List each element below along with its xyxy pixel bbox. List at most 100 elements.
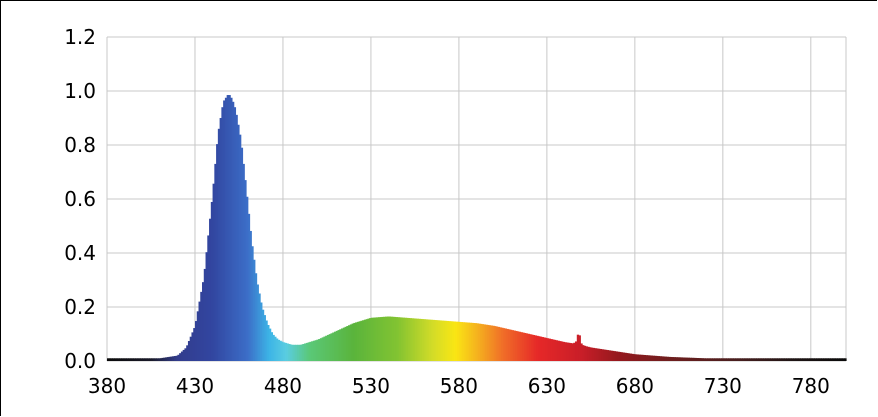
spectrum-bar (323, 336, 326, 361)
spectrum-bar (531, 334, 534, 361)
spectrum-bar (782, 358, 786, 361)
spectrum-bar (750, 358, 754, 361)
spectrum-bar (216, 144, 219, 361)
spectrum-bar (524, 332, 527, 361)
spectrum-bar (260, 302, 263, 361)
spectrum-bar (258, 293, 261, 361)
spectrum-bar (696, 358, 699, 361)
spectrum-bar (339, 329, 342, 361)
spectrum-bar (791, 358, 794, 361)
spectrum-bar (837, 358, 840, 361)
spectrum-bar (509, 329, 513, 361)
spectrum-bar (634, 354, 638, 361)
spectrum-bar (377, 317, 381, 361)
spectrum-bar (233, 107, 237, 361)
spectrum-bar (274, 336, 277, 361)
spectrum-bar (110, 358, 113, 361)
spectrum-bar (599, 348, 603, 361)
spectrum-bar (707, 358, 710, 361)
spectrum-bar (316, 339, 319, 361)
spectrum-bar (504, 328, 508, 361)
spectrum-bar (575, 341, 578, 361)
spectrum-bar (418, 318, 421, 361)
spectrum-bar (478, 323, 481, 361)
spectrum-bar (242, 163, 245, 361)
spectrum-bar (416, 318, 420, 361)
spectrum-bar (824, 358, 828, 361)
spectrum-bar (754, 358, 757, 361)
spectrum-bar (353, 322, 356, 361)
spectrum-bar (490, 325, 493, 361)
spectrum-bar (388, 316, 391, 361)
spectrum-bar (209, 218, 212, 361)
spectrum-bar (807, 358, 810, 361)
spectrum-bar (439, 320, 442, 361)
spectrum-bar (437, 320, 441, 361)
spectrum-bar (699, 358, 703, 361)
spectrum-bar (842, 358, 845, 361)
spectrum-bar (826, 358, 830, 361)
spectrum-bar (520, 332, 523, 361)
spectrum-bar (710, 358, 713, 361)
spectrum-bar (304, 343, 307, 361)
x-tick-label: 480 (264, 374, 302, 398)
spectrum-bar (358, 321, 361, 361)
spectrum-bar (830, 358, 833, 361)
spectrum-bar (226, 95, 230, 362)
spectrum-bar (627, 353, 631, 361)
spectrum-bar (838, 358, 842, 361)
spectrum-bar (152, 358, 156, 361)
spectrum-bar (247, 213, 251, 361)
spectrum-bar (224, 97, 228, 361)
spectrum-bar (684, 357, 687, 361)
spectrum-bar (712, 358, 715, 361)
spectrum-bar (497, 326, 500, 361)
spectrum-bar (604, 349, 608, 361)
spectrum-bar (460, 322, 464, 361)
spectrum-bar (816, 358, 819, 361)
spectrum-bar (560, 341, 564, 361)
spectrum-bar (295, 344, 298, 361)
spectrum-bar (494, 326, 497, 361)
spectrum-bar (369, 318, 372, 361)
spectrum-bar (742, 358, 745, 361)
spectrum-bar (670, 356, 673, 361)
spectrum-bar (200, 291, 203, 361)
spectrum-bar (663, 356, 666, 361)
spectrum-bar (719, 358, 722, 361)
spectrum-bar (812, 358, 815, 361)
spectrum-bar (302, 343, 305, 361)
spectrum-bar (534, 335, 537, 361)
spectrum-bar (168, 356, 171, 361)
spectrum-bar (194, 321, 198, 361)
spectrum-bar (821, 358, 824, 361)
spectrum-bar (161, 357, 164, 361)
x-tick-label: 380 (88, 374, 126, 398)
spectrum-bar (240, 147, 244, 361)
spectrum-bar (620, 352, 624, 361)
spectrum-bar (261, 309, 265, 361)
spectrum-bar (553, 339, 557, 361)
spectrum-bar (759, 358, 763, 361)
spectrum-bar (691, 357, 694, 361)
spectrum-bar (268, 328, 272, 361)
spectrum-bar (443, 320, 446, 361)
spectrum-bar (427, 319, 430, 361)
spectrum-bar (661, 356, 664, 361)
spectrum-bar (805, 358, 808, 361)
spectrum-bar (576, 334, 580, 361)
spectrum-bar (237, 124, 240, 361)
spectrum-bar (325, 335, 328, 361)
spectrum-bar (597, 348, 601, 361)
spectrum-bar (508, 329, 511, 361)
spectrum-bar (608, 350, 611, 361)
spectrum-bar (638, 354, 641, 361)
spectrum-bar (802, 358, 805, 361)
spectrum-bar (541, 337, 544, 361)
spectrum-bar (448, 321, 451, 361)
spectrum-bar (158, 358, 161, 361)
spectrum-bar (814, 358, 817, 361)
spectrum-bar (784, 358, 787, 361)
spectrum-bar (624, 352, 627, 361)
